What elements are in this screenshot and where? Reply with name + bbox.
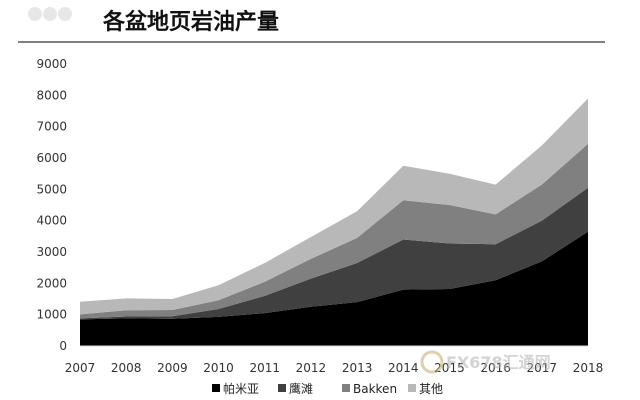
watermark-text: FX678汇通网 (446, 353, 551, 372)
y-tick-label: 5000 (36, 182, 67, 196)
area-series-0 (80, 231, 588, 346)
x-tick-label: 2011 (249, 361, 280, 375)
x-tick-label: 2008 (111, 361, 142, 375)
legend: 帕米亚 鹰滩 Bakken 其他 (212, 381, 443, 396)
y-tick-label: 1000 (36, 308, 67, 322)
x-tick-label: 2013 (342, 361, 373, 375)
y-axis-ticks: 0 1000 2000 3000 4000 5000 6000 7000 8000 9000 (36, 57, 67, 353)
legend-label: 鹰滩 (289, 381, 313, 396)
chart-title: 各盆地页岩油产量 (102, 9, 279, 35)
legend-label: Bakken (353, 382, 397, 396)
y-tick-label: 4000 (36, 214, 67, 228)
area-series-3 (80, 98, 588, 315)
x-tick-label: 2009 (157, 361, 188, 375)
x-tick-label: 2017 (527, 361, 558, 375)
legend-label: 其他 (419, 382, 443, 396)
y-tick-label: 7000 (36, 120, 67, 134)
y-tick-label: 9000 (36, 57, 67, 71)
watermark: FX678汇通网 (420, 350, 551, 374)
legend-swatch (408, 384, 416, 392)
legend-swatch (342, 384, 350, 392)
x-tick-label: 2016 (480, 361, 511, 375)
area-series-1 (80, 187, 588, 320)
y-tick-label: 6000 (36, 151, 67, 165)
x-tick-label: 2012 (296, 361, 327, 375)
area-series-2 (80, 143, 588, 319)
x-tick-label: 2010 (203, 361, 234, 375)
area-layers (80, 98, 588, 346)
y-tick-label: 2000 (36, 276, 67, 290)
y-tick-label: 3000 (36, 245, 67, 259)
legend-swatch (278, 384, 286, 392)
legend-swatch (212, 384, 220, 392)
x-tick-label: 2007 (65, 361, 96, 375)
legend-label: 帕米亚 (223, 381, 259, 396)
x-tick-label: 2018 (573, 361, 604, 375)
x-tick-label: 2014 (388, 361, 419, 375)
watermark-logo-icon (28, 7, 72, 21)
y-tick-label: 0 (59, 339, 67, 353)
y-tick-label: 8000 (36, 88, 67, 102)
